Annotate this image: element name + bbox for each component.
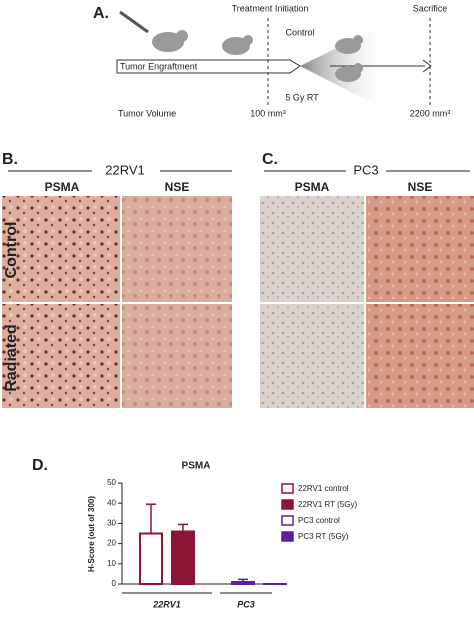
- row-label: Control: [3, 222, 20, 279]
- mice: [152, 30, 363, 82]
- histology-image: [366, 196, 474, 302]
- legend-label: PC3 RT (5Gy): [298, 532, 349, 541]
- histology-image: [260, 196, 364, 302]
- bar: [139, 532, 163, 585]
- row-label: Radiated: [3, 324, 20, 392]
- panel-a: A. Treatment Initiation Sacrifice Contro…: [93, 3, 450, 118]
- y-tick-label: 0: [112, 579, 117, 588]
- label: Sacrifice: [413, 3, 448, 13]
- legend-label: 22RV1 RT (5Gy): [298, 500, 357, 509]
- panel-label: B.: [2, 151, 18, 168]
- x-tick-label: PC3: [237, 599, 255, 609]
- cell-line: PC3: [353, 162, 378, 177]
- histology-image: [366, 304, 474, 408]
- y-tick-label: 30: [107, 519, 116, 528]
- cell-line: 22RV1: [105, 162, 145, 177]
- syringe: [119, 10, 149, 34]
- column-label: PSMA: [295, 180, 330, 194]
- histology-image: [2, 304, 120, 408]
- y-tick-label: 20: [107, 539, 116, 548]
- legend-swatch: [281, 515, 294, 526]
- y-tick-label: 40: [107, 498, 116, 507]
- label: 100 mm³: [250, 108, 286, 118]
- bar: [231, 580, 255, 585]
- y-tick-label: 10: [107, 559, 116, 568]
- bar: [171, 530, 195, 585]
- histology-image: [260, 304, 364, 408]
- y-tick-label: 50: [107, 478, 116, 487]
- column-label: NSE: [165, 180, 190, 194]
- panel-label: D.: [32, 457, 48, 474]
- label: 5 Gy RT: [285, 92, 319, 102]
- legend-label: 22RV1 control: [298, 484, 349, 493]
- label: Treatment Initiation: [232, 3, 309, 13]
- arrow-head: [422, 59, 432, 73]
- histology-image: [2, 196, 120, 302]
- legend-swatch: [281, 483, 294, 494]
- y-axis-label: H-Score (out of 300): [87, 496, 96, 572]
- label: Control: [285, 27, 314, 37]
- legend-label: PC3 control: [298, 516, 340, 525]
- legend-swatch: [281, 531, 294, 542]
- legend-swatch: [281, 499, 294, 510]
- panel-label: A.: [93, 5, 109, 22]
- label: Tumor Engraftment: [120, 61, 198, 71]
- column-label: PSMA: [45, 180, 80, 194]
- histology-image: [122, 304, 232, 408]
- column-label: NSE: [408, 180, 433, 194]
- label: 2200 mm³: [410, 108, 451, 118]
- histology-image: [122, 196, 232, 302]
- panel-label: C.: [262, 151, 278, 168]
- chart-title: PSMA: [182, 461, 211, 472]
- timeline-arrow: [116, 59, 301, 74]
- panel-b: B. 22RV1 PSMA NSE Control Radiated: [2, 151, 232, 408]
- panel-c: C. PC3 PSMA NSE: [260, 151, 474, 408]
- x-tick-label: 22RV1: [152, 599, 181, 609]
- panel-d: D. PSMA H-Score (out of 300) 0 10 20 30 40 50…: [32, 457, 357, 609]
- label: Tumor Volume: [118, 108, 176, 118]
